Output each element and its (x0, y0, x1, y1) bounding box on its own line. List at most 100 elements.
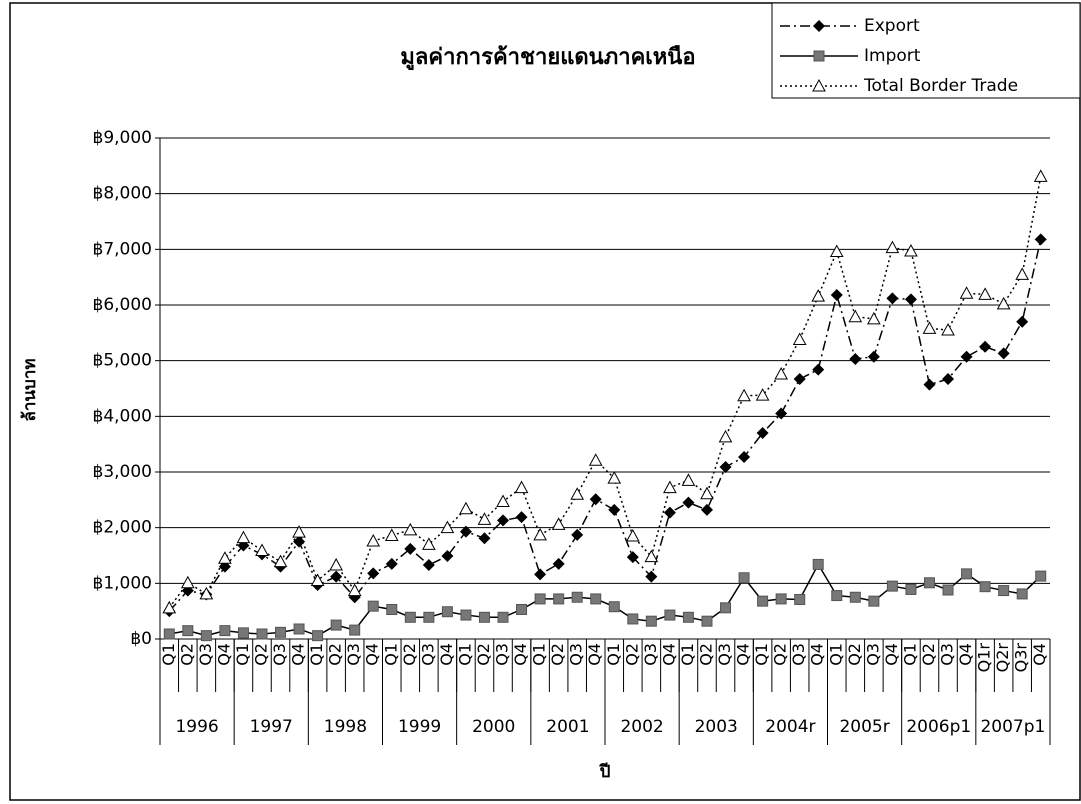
marker (628, 614, 638, 624)
group-label: 1998 (324, 717, 367, 737)
marker (572, 592, 582, 602)
marker (1017, 589, 1027, 599)
marker (832, 591, 842, 601)
x-tick-label: Q4 (585, 643, 604, 666)
marker (702, 616, 712, 626)
x-tick-label: Q1 (233, 643, 252, 666)
marker (943, 585, 953, 595)
x-tick-label: Q3 (567, 643, 586, 666)
x-tick-label: Q3 (641, 643, 660, 666)
x-tick-label: Q1 (678, 643, 697, 666)
marker (906, 584, 916, 594)
marker (479, 612, 489, 622)
x-axis-label: ปี (599, 761, 611, 782)
x-tick-label: Q3 (418, 643, 437, 666)
x-tick-label: Q2 (548, 643, 567, 666)
x-tick-label: Q2 (474, 643, 493, 666)
x-tick-label: Q1 (752, 643, 771, 666)
marker (683, 612, 693, 622)
x-tick-label: Q2 (326, 643, 345, 666)
marker (331, 620, 341, 630)
marker (201, 631, 211, 641)
x-tick-label: Q1r (975, 643, 994, 673)
x-tick-label: Q4 (1030, 643, 1049, 666)
x-tick-label: Q1 (455, 643, 474, 666)
x-tick-label: Q4 (882, 643, 901, 666)
group-label: 2004r (765, 717, 815, 737)
legend-marker (814, 51, 824, 61)
chart-border (10, 3, 1080, 800)
marker (739, 573, 749, 583)
marker (721, 603, 731, 613)
legend-label: Import (864, 46, 921, 66)
marker (164, 629, 174, 639)
y-tick-label: ฿5,000 (93, 351, 152, 371)
x-tick-label: Q3 (863, 643, 882, 666)
x-tick-label: Q1 (900, 643, 919, 666)
x-tick-label: Q3 (789, 643, 808, 666)
chart: มูลค่าการค้าชายแดนภาคเหนือ ล้านบาท ปี ฿0… (0, 0, 1081, 804)
group-label: 2006p1 (906, 717, 971, 737)
x-tick-label: Q2 (622, 643, 641, 666)
marker (442, 607, 452, 617)
x-tick-label: Q1 (381, 643, 400, 666)
group-label: 1997 (250, 717, 293, 737)
x-tick-label: Q2 (845, 643, 864, 666)
marker (238, 628, 248, 638)
y-tick-label: ฿0 (130, 629, 152, 649)
x-tick-label: Q2 (696, 643, 715, 666)
x-tick-label: Q3r (1012, 643, 1031, 673)
marker (368, 601, 378, 611)
x-tick-label: Q3 (196, 643, 215, 666)
marker (999, 586, 1009, 596)
marker (535, 594, 545, 604)
y-tick-label: ฿9,000 (93, 128, 152, 148)
x-tick-label: Q4 (956, 643, 975, 666)
y-tick-label: ฿4,000 (93, 406, 152, 426)
x-tick-label: Q1 (826, 643, 845, 666)
marker (387, 604, 397, 614)
group-label: 2002 (620, 717, 663, 737)
x-tick-label: Q4 (734, 643, 753, 666)
marker (350, 625, 360, 635)
x-tick-label: Q4 (659, 643, 678, 666)
x-tick-label: Q1 (307, 643, 326, 666)
x-tick-label: Q3 (270, 643, 289, 666)
marker (276, 627, 286, 637)
marker (962, 569, 972, 579)
marker (257, 629, 267, 639)
x-tick-label: Q2 (251, 643, 270, 666)
marker (887, 581, 897, 591)
marker (591, 594, 601, 604)
y-axis-label: ล้านบาท (20, 358, 40, 421)
group-label: 2001 (546, 717, 589, 737)
marker (850, 592, 860, 602)
marker (776, 594, 786, 604)
marker (924, 578, 934, 588)
marker (424, 612, 434, 622)
group-label: 1996 (175, 717, 218, 737)
marker (183, 626, 193, 636)
marker (517, 604, 527, 614)
y-tick-label: ฿2,000 (93, 518, 152, 538)
marker (554, 594, 564, 604)
x-tick-label: Q3 (493, 643, 512, 666)
group-label: 2000 (472, 717, 515, 737)
x-tick-label: Q4 (289, 643, 308, 666)
x-tick-label: Q1 (159, 643, 178, 666)
marker (313, 631, 323, 641)
legend-label: Export (864, 16, 920, 36)
y-tick-label: ฿1,000 (93, 573, 152, 593)
marker (294, 624, 304, 634)
y-tick-label: ฿3,000 (93, 462, 152, 482)
group-label: 2003 (695, 717, 738, 737)
x-tick-label: Q4 (511, 643, 530, 666)
x-tick-label: Q4 (214, 643, 233, 666)
marker (498, 612, 508, 622)
group-label: 2005r (839, 717, 889, 737)
y-tick-label: ฿8,000 (93, 184, 152, 204)
x-tick-label: Q3 (344, 643, 363, 666)
marker (758, 596, 768, 606)
group-label: 2007p1 (980, 717, 1045, 737)
